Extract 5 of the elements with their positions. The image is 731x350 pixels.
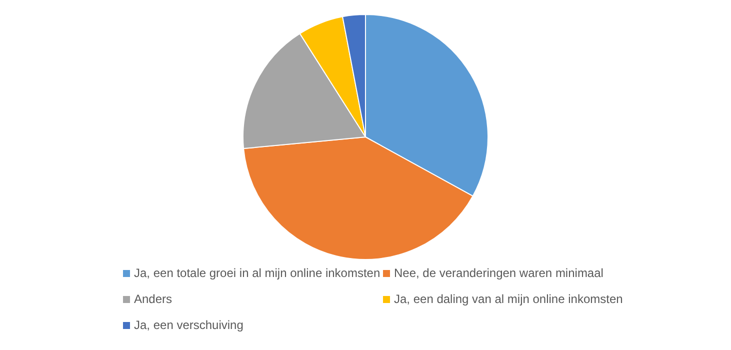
legend-label: Ja, een verschuiving — [134, 318, 244, 332]
legend-label: Ja, een totale groei in al mijn online inkomsten — [134, 266, 380, 280]
legend-label: Anders — [134, 292, 172, 306]
legend-label: Nee, de veranderingen waren minimaal — [394, 266, 604, 280]
legend-label: Ja, een daling van al mijn online inkomsten — [394, 292, 623, 306]
